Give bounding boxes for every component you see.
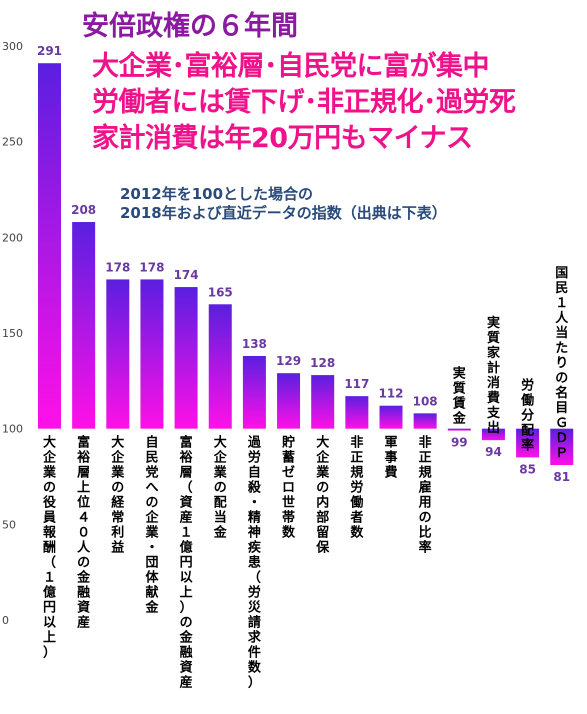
chart-note-line-2: 2018年および直近データの指数（出典は下表） [120,204,447,222]
category-label: 実質賃金 [452,366,467,427]
value-label: 117 [344,377,369,391]
category-label: 大企業の内部留保 [315,435,330,556]
headline-2: 労働者には賃下げ･非正規化･過労死 [92,87,516,118]
bar [174,287,198,429]
value-label: 81 [553,470,570,484]
y-tick-label: 250 [2,136,23,149]
bar [516,428,540,458]
category-label: 貯蓄ゼロ世帯数 [282,435,296,541]
bar [379,405,403,429]
bars: 291 大企業の役員報酬（１億円以上） 208 富裕層上位４０人の金融資産 178 大企業… [37,44,574,691]
chart-note-line-1: 2012年を100とした場合の [120,185,314,203]
value-label: 178 [139,260,164,274]
category-label: 自民党への企業・団体献金 [144,435,159,616]
category-label: 富裕層（資産１億円以上）の金融資産 [179,435,194,691]
value-label: 138 [242,337,267,351]
y-tick-label: 50 [2,518,16,531]
category-label: 労働分配率 [520,377,534,453]
value-label: 99 [451,436,468,450]
bar [140,279,164,429]
category-label: 軍事費 [384,436,397,481]
category-label: 大企業の役員報酬（１億円以上） [42,435,57,661]
bar [277,373,301,429]
bar [447,428,471,431]
category-label: 非正規雇用の比率 [418,435,432,556]
bar [106,279,130,429]
y-tick-label: 0 [2,614,9,627]
bar [413,413,437,429]
y-axis: 0 50 100 150 200 250 300 [2,40,23,627]
category-label: 大企業の経常利益 [110,435,125,556]
bar [345,396,369,429]
value-label: 94 [485,445,502,459]
category-label: 富裕層上位４０人の金融資産 [76,435,91,631]
value-label: 129 [276,354,301,368]
bar [550,428,574,466]
bar [481,428,505,441]
bar [72,222,96,429]
y-tick-label: 300 [2,40,23,53]
category-label: 大企業の配当金 [213,435,228,541]
category-label: 実質家計消費支出 [486,315,501,436]
value-label: 174 [174,268,199,282]
headline-1: 大企業･富裕層･自民党に富が集中 [92,51,490,82]
value-label: 291 [37,44,62,58]
bar [311,375,335,429]
value-label: 178 [105,260,130,274]
value-label: 85 [519,462,536,476]
value-label: 112 [378,387,403,401]
chart-title: 安倍政権の６年間 [82,11,298,42]
value-label: 108 [413,394,438,408]
value-label: 208 [71,203,96,217]
value-label: 165 [208,285,233,299]
category-label: 非正規労働者数 [349,435,364,541]
y-tick-label: 150 [2,327,23,340]
headline-3: 家計消費は年20万円もマイナス [92,123,473,154]
y-tick-label: 200 [2,231,23,244]
category-label: 国民１人当たりの名目ＧＤＰ [555,266,569,461]
bar [208,304,232,429]
value-label: 128 [310,356,335,370]
bar [242,355,266,429]
y-tick-label: 100 [2,423,23,436]
bar [38,63,61,429]
category-label: 過労自殺・精神疾患（労災請求件数） [247,435,262,691]
